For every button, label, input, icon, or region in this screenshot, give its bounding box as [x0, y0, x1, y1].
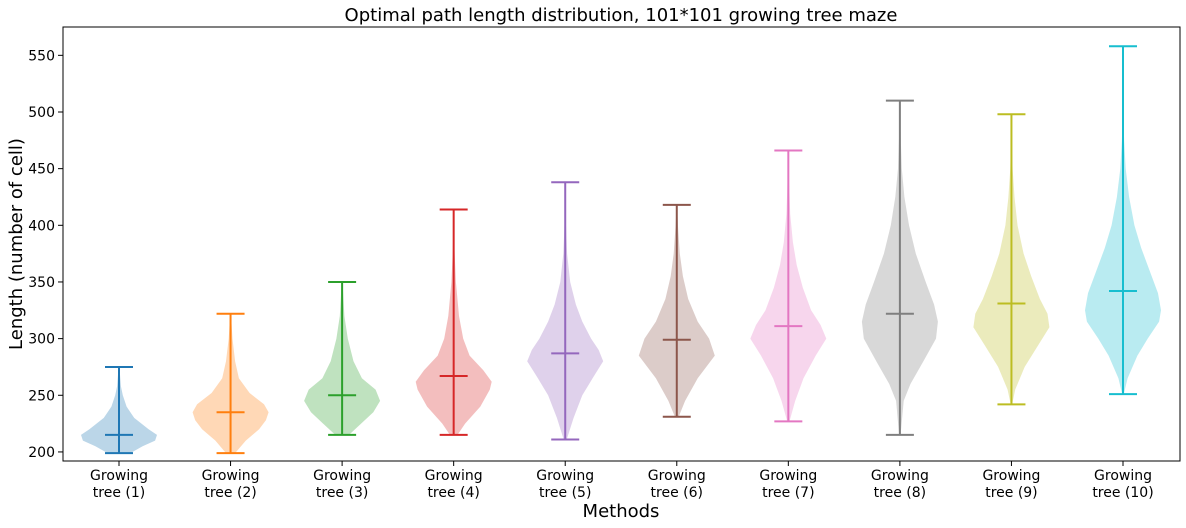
y-tick-label: 350 [28, 275, 55, 291]
x-tick-label: Growing tree (4) [425, 468, 483, 501]
violin-3 [304, 280, 381, 436]
y-tick-label: 450 [28, 162, 55, 178]
violin-2 [192, 312, 269, 455]
y-tick-label: 550 [28, 48, 55, 64]
y-tick-label: 400 [28, 218, 55, 234]
violin-4 [415, 208, 492, 436]
violin-6 [638, 203, 715, 418]
x-tick-label: Growing tree (8) [871, 468, 929, 501]
violin-9 [973, 113, 1050, 406]
x-tick-label: Growing tree (5) [536, 468, 594, 501]
x-tick-label: Growing tree (6) [648, 468, 706, 501]
y-tick-label: 250 [28, 388, 55, 404]
violins [81, 45, 1161, 455]
violin-8 [861, 99, 938, 436]
x-tick-label: Growing tree (3) [313, 468, 371, 501]
x-tick-label: Growing tree (7) [759, 468, 817, 501]
y-tick-label: 500 [28, 105, 55, 121]
x-tick-label: Growing tree (10) [1092, 468, 1153, 501]
violin-5 [527, 181, 604, 441]
y-tick-label: 300 [28, 332, 55, 348]
y-axis: 200 250 300 350 400 450 500 550 [28, 48, 63, 461]
x-axis: Growing tree (1) Growing tree (2) Growing tre… [90, 461, 1154, 501]
y-axis-label: Length (number of cell) [6, 138, 27, 350]
x-tick-label: Growing tree (1) [90, 468, 148, 501]
y-tick-label: 200 [28, 445, 55, 461]
x-axis-label: Methods [583, 501, 660, 522]
x-tick-label: Growing tree (2) [202, 468, 260, 501]
chart-title: Optimal path length distribution, 101*10… [345, 5, 898, 26]
plot-frame [62, 26, 1181, 462]
violin-10 [1085, 45, 1161, 396]
violin-1 [81, 365, 157, 455]
x-tick-label: Growing tree (9) [982, 468, 1040, 501]
violin-7 [750, 149, 827, 423]
